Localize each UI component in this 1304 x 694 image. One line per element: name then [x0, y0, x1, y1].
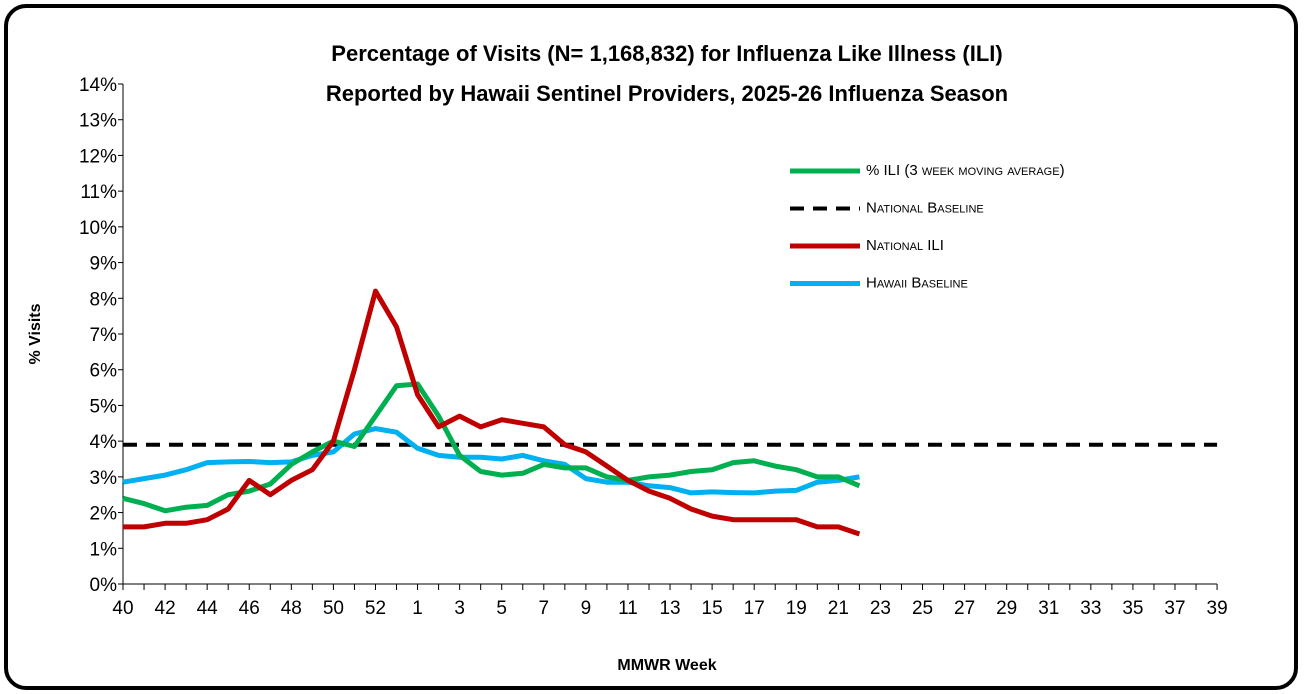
- x-tick-label: 17: [744, 598, 765, 619]
- series-line: [122, 381, 861, 514]
- x-tick-label: 42: [155, 598, 176, 619]
- x-tick-label: 5: [496, 598, 507, 619]
- x-tick-label: 39: [1207, 598, 1228, 619]
- x-tick-label: 21: [828, 598, 849, 619]
- x-tick-label: 48: [281, 598, 302, 619]
- y-tick-label: 6%: [90, 361, 118, 382]
- legend-label: National Baseline: [866, 199, 984, 216]
- x-tick-label: 11: [618, 598, 638, 619]
- y-tick-label: 3%: [90, 468, 118, 489]
- y-tick-label: 4%: [90, 432, 118, 453]
- y-axis-label: % Visits: [27, 303, 44, 364]
- x-tick-label: 44: [197, 598, 219, 619]
- x-tick-label: 23: [870, 598, 891, 619]
- x-tick-label: 25: [912, 598, 933, 619]
- y-tick-label: 1%: [90, 539, 118, 560]
- x-tick-label: 37: [1164, 598, 1185, 619]
- x-tick-label: 19: [786, 598, 807, 619]
- y-tick-label: 12%: [79, 146, 117, 167]
- y-tick-label: 8%: [90, 289, 118, 310]
- legend-label: % ILI (3 week moving average): [866, 162, 1065, 179]
- x-tick-label: 35: [1122, 598, 1143, 619]
- x-axis-label: MMWR Week: [617, 657, 716, 674]
- x-tick-label: 40: [112, 598, 133, 619]
- x-tick-label: 13: [659, 598, 680, 619]
- x-tick-label: 33: [1080, 598, 1101, 619]
- series-line: [123, 288, 861, 537]
- x-tick-label: 7: [539, 598, 550, 619]
- series-line: [122, 426, 860, 496]
- y-tick-label: 7%: [90, 325, 118, 346]
- y-tick-label: 5%: [90, 396, 118, 417]
- legend-label: National ILI: [866, 237, 944, 254]
- x-tick-label: 1: [412, 598, 423, 619]
- x-tick-label: 31: [1038, 598, 1059, 619]
- y-tick-label: 14%: [79, 75, 117, 96]
- y-tick-label: 13%: [79, 111, 117, 132]
- x-tick-label: 29: [996, 598, 1017, 619]
- x-tick-label: 9: [581, 598, 592, 619]
- chart-subtitle: Reported by Hawaii Sentinel Providers, 2…: [326, 81, 1008, 106]
- chart-title: Percentage of Visits (N= 1,168,832) for …: [331, 41, 1002, 66]
- y-tick-label: 0%: [90, 575, 118, 596]
- x-tick-label: 3: [454, 598, 465, 619]
- x-tick-label: 15: [702, 598, 723, 619]
- y-tick-label: 2%: [90, 504, 118, 525]
- x-tick-label: 46: [239, 598, 260, 619]
- x-tick-label: 50: [323, 598, 344, 619]
- y-tick-label: 9%: [90, 254, 118, 275]
- y-tick-label: 11%: [80, 182, 117, 203]
- x-tick-label: 27: [954, 598, 975, 619]
- legend-label: Hawaii Baseline: [866, 274, 968, 291]
- chart-frame: [4, 4, 1298, 690]
- y-tick-label: 10%: [79, 218, 117, 239]
- x-tick-label: 52: [365, 598, 386, 619]
